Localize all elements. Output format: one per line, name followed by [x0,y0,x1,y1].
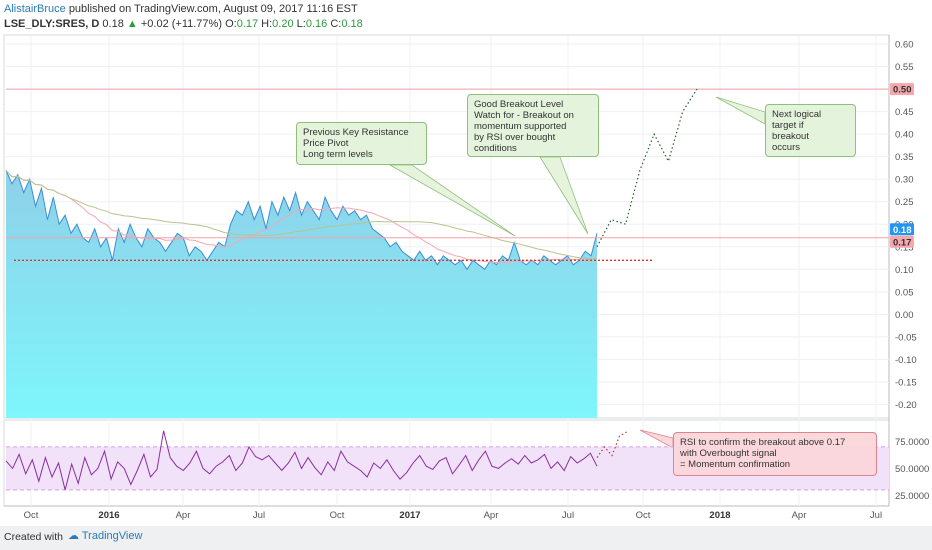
price-line [5,169,598,271]
moving-average-slow [5,169,598,260]
y-tick-label: 0.40 [895,130,914,141]
x-tick-label: Apr [792,510,807,521]
x-tick-label: Oct [24,510,39,521]
price-label-bg [890,83,914,96]
y-tick-label: 0.60 [895,40,914,51]
y-tick-label: 0.55 [895,62,914,73]
x-tick-label: Jul [870,510,882,521]
cloud-icon: ☁ [68,530,79,542]
x-tick-label: Jul [562,510,574,521]
target-annotation[interactable]: Next logical target if breakout occurs [765,104,856,157]
rsi-tick-label: 50.0000 [895,464,929,475]
y-tick-label: 0.35 [895,152,914,163]
chart-header: AlistairBruce published on TradingView.c… [4,2,363,32]
moving-average-fast [5,169,598,263]
symbol-name[interactable]: LSE_DLY:SRES, D [4,18,100,30]
up-arrow-icon: ▲ [126,18,138,30]
open-value: 0.17 [236,18,259,30]
price-label: 0.17 [893,237,912,248]
target-pointer [715,96,766,125]
x-tick-label: 2016 [98,510,119,521]
price-label: 0.50 [893,85,912,96]
x-tick-label: 2018 [709,510,730,521]
rsi-tick-label: 75.0000 [895,437,929,448]
x-tick-label: Apr [484,510,499,521]
y-tick-label: 0.10 [895,265,914,276]
publish-info: published on TradingView.com, August 09,… [68,3,358,15]
x-tick-label: Oct [636,510,651,521]
low-label: L: [296,18,306,30]
rsi-line [5,430,598,491]
y-tick-label: 0.00 [895,310,914,321]
author-link[interactable]: AlistairBruce [4,3,66,15]
brand-name: TradingView [81,530,143,542]
y-tick-label: 0.15 [895,242,914,253]
x-tick-label: Jul [253,510,265,521]
breakout-annotation[interactable]: Good Breakout Level Watch for - Breakout… [467,94,599,157]
open-label: O: [225,18,237,30]
y-tick-label: 0.45 [895,107,914,118]
price-label-bg [890,223,914,236]
close-label: C: [330,18,342,30]
y-tick-label: 0.30 [895,175,914,186]
chart-canvas[interactable]: 0.60 0.55 0.50 0.45 0.40 0.35 0.30 0.25 0.20 0.15… [0,0,932,526]
y-tick-label: -0.10 [895,355,917,366]
resistance-pointer [388,164,516,237]
price-label-bg [890,235,914,248]
rsi-projection [596,431,628,458]
footer-bar: Created with ☁ TradingView [0,526,932,550]
rsi-annotation[interactable]: RSI to confirm the breakout above 0.17 w… [673,432,877,476]
y-tick-label: 0.05 [895,287,914,298]
x-tick-label: Oct [330,510,345,521]
publish-line: AlistairBruce published on TradingView.c… [4,2,363,17]
y-tick-label: -0.15 [895,377,917,388]
price-change: +0.02 (+11.77%) [140,18,222,30]
high-label: H: [261,18,273,30]
y-tick-label: -0.20 [895,400,917,411]
price-label: 0.18 [893,225,912,236]
close-value: 0.18 [341,18,363,30]
y-tick-label: 0.25 [895,197,914,208]
low-value: 0.16 [305,18,328,30]
x-tick-label: 2017 [399,510,420,521]
resistance-annotation[interactable]: Previous Key Resistance Price Pivot Long… [296,122,427,165]
y-tick-label: -0.05 [895,332,917,343]
symbol-line: LSE_DLY:SRES, D 0.18 ▲ +0.02 (+11.77%) O… [4,17,363,32]
tradingview-brand[interactable]: ☁ TradingView [68,529,142,542]
x-tick-label: Apr [176,510,191,521]
price-area [6,170,597,418]
created-with-label: Created with [4,531,63,543]
rsi-pointer [639,429,674,449]
projection-path [596,88,698,248]
high-value: 0.20 [272,18,294,30]
rsi-tick-label: 25.0000 [895,491,929,502]
breakout-pointer [539,156,589,235]
last-price: 0.18 [102,18,124,30]
